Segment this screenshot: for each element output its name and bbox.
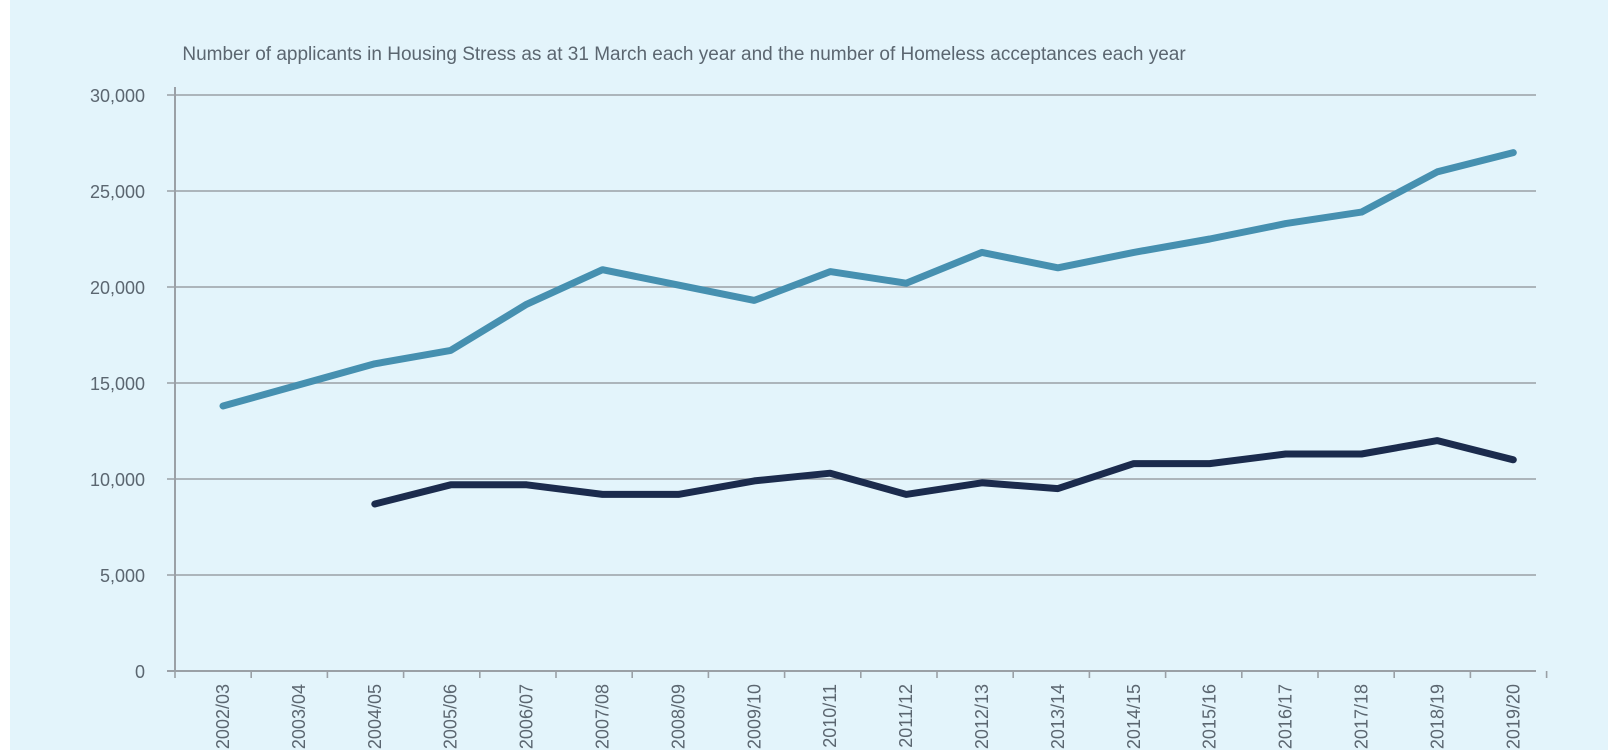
x-tick-label: 2008/09	[668, 684, 688, 749]
x-tick-label: 2012/13	[972, 684, 992, 749]
x-tick-label: 2002/03	[213, 684, 233, 749]
x-tick-label: 2011/12	[896, 684, 916, 748]
x-tick-label: 2005/06	[441, 684, 461, 749]
y-tick-label: 20,000	[90, 278, 145, 298]
chart-panel: Number of applicants in Housing Stress a…	[10, 0, 1608, 750]
series-line-2	[371, 437, 1517, 508]
x-tick-label: 2015/16	[1200, 684, 1220, 749]
y-tick-label: 30,000	[90, 86, 145, 106]
axes	[167, 87, 1548, 678]
x-tick-label: 2018/19	[1427, 684, 1447, 749]
x-tick-label: 2014/15	[1124, 684, 1144, 749]
x-tick-label: 2017/18	[1352, 684, 1372, 749]
y-tick-label: 0	[135, 662, 145, 682]
x-tick-label: 2019/20	[1503, 684, 1523, 749]
chart-subtitle: Number of applicants in Housing Stress a…	[182, 44, 1186, 65]
y-tick-label: 25,000	[90, 182, 145, 202]
x-tick-label: 2016/17	[1276, 684, 1296, 749]
x-tick-label: 2013/14	[1048, 684, 1068, 749]
y-tick-label: 10,000	[90, 470, 145, 490]
series-lines	[219, 149, 1517, 508]
x-tick-label: 2010/11	[820, 684, 840, 748]
y-tick-label: 15,000	[90, 374, 145, 394]
series-line-1	[219, 149, 1517, 410]
x-axis-ticks: 2002/03 2003/04 2004/05 2005/06 2006/07 2007/…	[213, 684, 1523, 749]
x-tick-label: 2007/08	[593, 684, 613, 749]
x-tick-label: 2006/07	[517, 684, 537, 749]
x-tick-label: 2009/10	[744, 684, 764, 749]
y-tick-label: 5,000	[100, 566, 145, 586]
x-tick-label: 2004/05	[365, 684, 385, 749]
y-axis-ticks: 0 5,000 10,000 15,000 20,000 25,000 30,000	[90, 86, 145, 682]
x-tick-label: 2003/04	[289, 684, 309, 749]
